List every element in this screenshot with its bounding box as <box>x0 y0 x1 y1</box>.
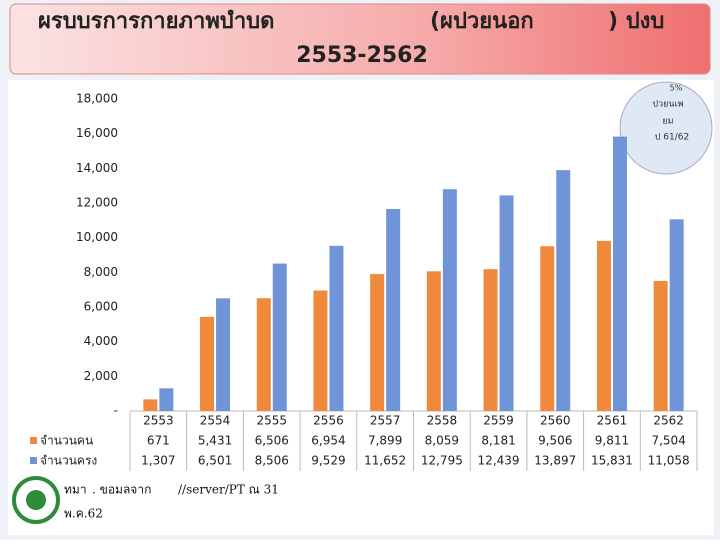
table-cell: 12,795 <box>421 454 463 468</box>
table-cell: 8,506 <box>255 454 289 468</box>
bar <box>216 298 231 411</box>
chart-title: 2553-2562 <box>296 43 428 68</box>
bar <box>556 170 571 411</box>
y-tick-label: 10,000 <box>76 230 118 244</box>
table-cell: 13,897 <box>534 454 576 468</box>
annotation: ปวยนเพ <box>652 100 683 110</box>
table-cell: 9,529 <box>311 454 345 468</box>
table-cell: 5,431 <box>198 434 232 448</box>
bar <box>272 263 287 411</box>
annotation-bubble <box>619 81 713 175</box>
table-cell: 671 <box>147 434 170 448</box>
chart-title: ผรบบรการกายภาพบำบด <box>38 9 274 34</box>
bar <box>159 388 174 411</box>
header <box>9 3 711 75</box>
y-tick-label: 8,000 <box>84 265 118 279</box>
x-tick-label: 2559 <box>483 414 514 428</box>
legend-label: จำนวนครง <box>40 454 97 468</box>
bar <box>612 136 627 411</box>
bar <box>200 316 215 411</box>
legend-swatch <box>30 457 37 464</box>
table-cell: 9,506 <box>538 434 572 448</box>
bar <box>256 298 271 411</box>
annotation: ป 61/62 <box>655 133 690 143</box>
bar <box>370 274 385 411</box>
source-note: พ.ค.62 <box>64 507 103 521</box>
bar <box>386 209 401 411</box>
logo-center <box>26 490 46 510</box>
bar <box>483 269 498 411</box>
bar <box>329 245 344 411</box>
x-tick-label: 2558 <box>427 414 458 428</box>
table-cell: 11,058 <box>648 454 690 468</box>
bar <box>540 246 555 411</box>
annotation: ยม <box>662 117 673 127</box>
y-tick-label: 6,000 <box>84 300 118 314</box>
x-tick-label: 2562 <box>653 414 684 428</box>
legend-label: จำนวนคน <box>40 434 93 448</box>
table-cell: 9,811 <box>595 434 629 448</box>
table-cell: 1,307 <box>141 454 175 468</box>
y-tick-label: 18,000 <box>76 92 118 106</box>
annotation: 5% <box>670 84 683 93</box>
bar <box>442 189 457 411</box>
x-tick-label: 2554 <box>200 414 231 428</box>
table-cell: 12,439 <box>478 454 520 468</box>
x-tick-label: 2555 <box>256 414 287 428</box>
bar <box>143 399 158 411</box>
bar <box>653 280 668 411</box>
table-cell: 11,652 <box>364 454 406 468</box>
x-tick-label: 2557 <box>370 414 401 428</box>
table-cell: 7,899 <box>368 434 402 448</box>
bar <box>426 271 441 411</box>
legend-swatch <box>30 437 37 444</box>
bar <box>669 219 684 411</box>
x-tick-label: 2561 <box>597 414 628 428</box>
table-cell: 8,059 <box>425 434 459 448</box>
table-cell: 7,504 <box>651 434 685 448</box>
bar <box>499 195 514 411</box>
table-cell: 6,954 <box>311 434 345 448</box>
table-cell: 6,506 <box>255 434 289 448</box>
y-tick-label: 16,000 <box>76 126 118 140</box>
y-tick-label: 4,000 <box>84 334 118 348</box>
table-cell: 8,181 <box>481 434 515 448</box>
y-tick-label: - <box>114 404 118 418</box>
chart-title: ) ปงบ <box>608 9 664 34</box>
chart-title: (ผปวยนอก <box>430 9 534 34</box>
source-note: . ขอมลจาก <box>92 483 151 497</box>
x-tick-label: 2556 <box>313 414 344 428</box>
bar <box>313 290 328 411</box>
table-cell: 6,501 <box>198 454 232 468</box>
source-note: //server/PT ณ 31 <box>178 483 279 497</box>
source-note: ทมา <box>64 483 87 497</box>
x-tick-label: 2560 <box>540 414 571 428</box>
bar <box>596 240 611 411</box>
y-tick-label: 12,000 <box>76 196 118 210</box>
table-cell: 15,831 <box>591 454 633 468</box>
y-tick-label: 2,000 <box>84 369 118 383</box>
y-tick-label: 14,000 <box>76 161 118 175</box>
x-tick-label: 2553 <box>143 414 174 428</box>
